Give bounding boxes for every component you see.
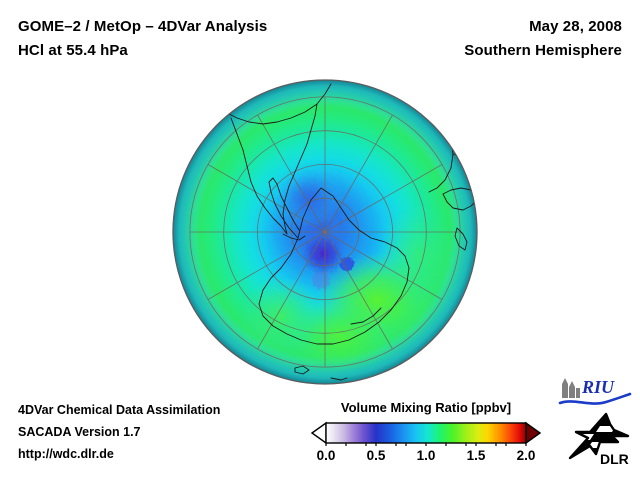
coastline-antarctic-peninsula (268, 177, 300, 239)
coastline-new-zealand (454, 227, 468, 251)
map-data-field (173, 80, 477, 384)
colorbar-extend-min (310, 421, 327, 445)
coastline-south-georgia (330, 377, 348, 381)
colorbar-swatch (310, 421, 542, 446)
coastline-falkland-islands (294, 365, 310, 375)
coastline-south-america (224, 83, 332, 235)
south-pole-marker (323, 230, 327, 234)
assimilation-label: 4DVar Chemical Data Assimilation (18, 403, 221, 417)
globe-outline (172, 79, 478, 385)
page-title: GOME–2 / MetOp – 4DVar Analysis (18, 18, 268, 35)
dlr-logo-text: DLR (600, 451, 629, 467)
colorbar-tick-label-4: 2.0 (516, 448, 536, 463)
website-link[interactable]: http://wdc.dlr.de (18, 447, 114, 461)
region-label: Southern Hemisphere (464, 42, 622, 59)
colorbar-tick-label-2: 1.0 (416, 448, 436, 463)
colorbar-extend-max (525, 421, 542, 445)
polar-projection-map (171, 78, 479, 386)
coastline-antarctica (258, 187, 410, 345)
colorbar-tick-label-0: 0.0 (316, 448, 336, 463)
colorbar-tick-label-1: 0.5 (366, 448, 386, 463)
dlr-logo: DLR (568, 412, 630, 467)
colorbar-gradient (325, 422, 527, 444)
colorbar-ticks (325, 443, 527, 446)
dlr-bird-icon (568, 412, 630, 460)
graticule (189, 96, 461, 368)
coastline-tierra-del-fuego (282, 233, 306, 241)
riu-logo: RIU (558, 377, 632, 405)
riu-tower-icon (562, 378, 580, 398)
colorbar-tick-label-3: 1.5 (466, 448, 486, 463)
riu-logo-text: RIU (581, 377, 615, 397)
riu-swoosh-icon (558, 392, 632, 405)
coastline-ross-sea (350, 307, 382, 325)
colorbar-title: Volume Mixing Ratio [ppbv] (340, 400, 512, 415)
globe-svg (172, 79, 478, 385)
colorbar: Volume Mixing Ratio [ppbv] (310, 400, 542, 470)
version-label: SACADA Version 1.7 (18, 425, 141, 439)
species-level-label: HCl at 55.4 hPa (18, 42, 128, 59)
date-label: May 28, 2008 (529, 18, 622, 35)
